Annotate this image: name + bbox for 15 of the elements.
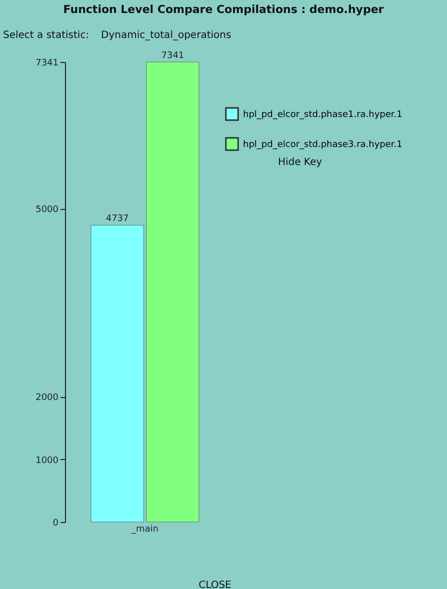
x-tick-label: _main bbox=[130, 524, 158, 534]
text: Dynamic_total_operations bbox=[101, 30, 232, 41]
text: Function Level Compare Compilations : demo.hyper bbox=[63, 3, 384, 16]
y-tick-label: 2000 bbox=[36, 393, 59, 404]
text: Select a statistic: bbox=[3, 30, 90, 41]
y-tick-label: 7341 bbox=[36, 58, 58, 68]
legend-label: hpl_pd_elcor_std.phase1.ra.hyper.1 bbox=[243, 110, 402, 120]
text: Hide Key bbox=[278, 157, 322, 168]
text: CLOSE bbox=[198, 580, 232, 589]
y-tick-label: 0 bbox=[52, 518, 59, 528]
data-label: 4737 bbox=[106, 214, 129, 224]
legend-label: hpl_pd_elcor_std.phase3.ra.hyper.1 bbox=[243, 140, 402, 150]
y-tick-label: 5000 bbox=[36, 205, 59, 216]
y-tick-label: 1000 bbox=[36, 456, 59, 466]
data-label: 7341 bbox=[161, 51, 184, 61]
